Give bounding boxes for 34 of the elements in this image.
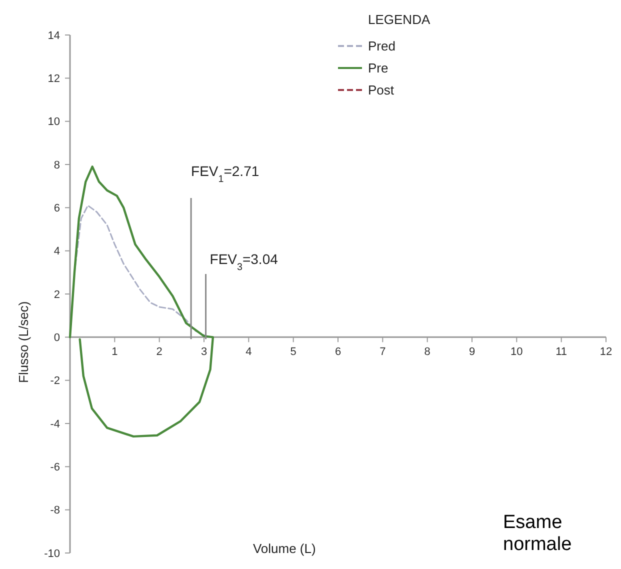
y-tick-label: -6 [50, 462, 60, 474]
y-axis-title: Flusso (L/sec) [16, 301, 31, 383]
x-tick-label: 12 [600, 346, 612, 358]
y-tick-label: 14 [48, 30, 60, 42]
annotation: Esame normale [503, 512, 572, 555]
y-tick-label: -8 [50, 504, 60, 517]
y-tick-label: 12 [48, 73, 60, 86]
x-axis-title: Volume (L) [252, 541, 316, 556]
y-tick-label: 10 [48, 116, 60, 128]
x-tick-label: 3 [200, 346, 208, 358]
x-tick-label: 4 [246, 346, 252, 358]
x-tick-label: 7 [380, 346, 386, 358]
x-tick-label: 10 [510, 346, 523, 358]
x-tick-label: 2 [156, 346, 162, 358]
legend-label: Pre [368, 60, 388, 76]
ref-line-label: FEV$_{3}$=3.04 [210, 251, 278, 272]
x-tick-label: 6 [334, 346, 342, 358]
x-tick-label: 8 [424, 346, 430, 358]
x-tick-label: 5 [290, 346, 296, 358]
x-tick-label: 9 [468, 346, 476, 358]
legend-label: Post [368, 82, 394, 98]
ref-line-label: FEV$_{1}$=2.71 [191, 163, 260, 184]
y-tick-label: 8 [54, 159, 60, 172]
x-tick-label: 1 [112, 346, 118, 358]
y-tick-label: -4 [50, 418, 60, 430]
legend-title: LEGENDA [368, 12, 430, 27]
y-tick-label: 0 [54, 332, 60, 344]
y-tick-label: 4 [54, 246, 60, 258]
y-tick-label: 6 [54, 202, 60, 215]
x-tick-label: 11 [556, 346, 568, 358]
y-tick-label: -2 [50, 375, 60, 388]
y-tick-label: -10 [44, 548, 60, 560]
y-tick-label: 2 [54, 288, 60, 301]
legend-label: Pred [368, 38, 396, 54]
